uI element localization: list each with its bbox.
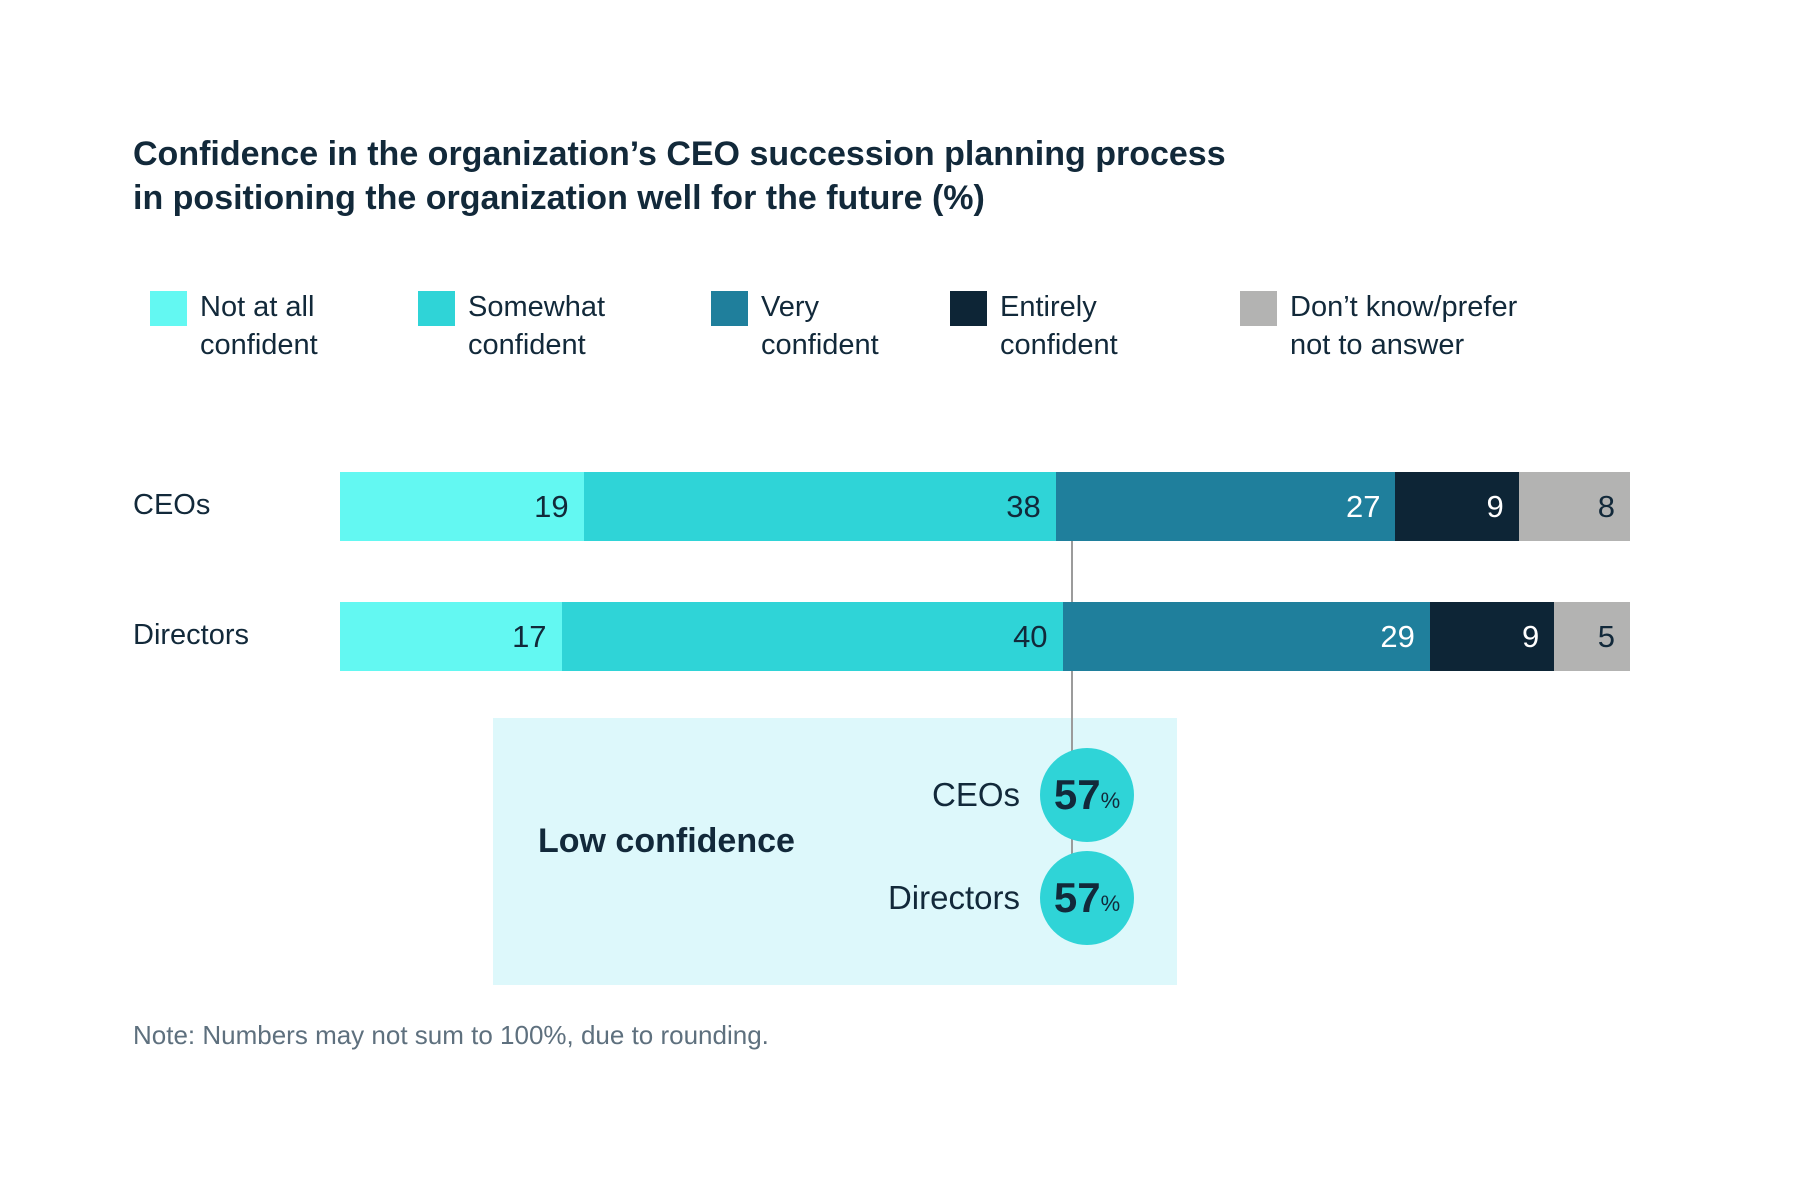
bar-segment-very: 27 [1055, 472, 1396, 541]
legend-item-dont-know: Don’t know/prefer not to answer [1240, 288, 1517, 364]
legend-swatch-icon [950, 291, 987, 326]
connector-line [1071, 541, 1073, 895]
stacked-bar-directors: 17 40 29 9 5 [340, 602, 1630, 671]
callout-directors-label: Directors [887, 879, 1020, 916]
callout-directors-circle: 57 % [1040, 851, 1134, 945]
bar-segment-somewhat: 40 [561, 602, 1063, 671]
bar-segment-entirely: 9 [1429, 602, 1555, 671]
legend-label: Not at all confident [200, 291, 318, 361]
legend-item-entirely: Entirely confident [950, 288, 1118, 364]
legend-swatch-icon [150, 291, 187, 326]
percent-sign: % [1100, 788, 1121, 813]
legend-label: Don’t know/prefer not to answer [1290, 291, 1518, 361]
legend-swatch-icon [711, 291, 748, 326]
chart-title: Confidence in the organization’s CEO suc… [133, 132, 1226, 220]
callout-ceos-circle: 57 % [1040, 748, 1134, 842]
bar-segment-dont-know: 8 [1518, 472, 1630, 541]
callout-ceos-label: CEOs [931, 776, 1020, 813]
bar-segment-entirely: 9 [1395, 472, 1519, 541]
legend-label: Entirely confident [1000, 291, 1118, 361]
callout-ceos-value: 57 [1053, 771, 1101, 818]
low-confidence-label: Low confidence [538, 822, 795, 860]
chart-title-line2: in positioning the organization well for… [133, 179, 985, 217]
legend-item-not-at-all: Not at all confident [150, 288, 318, 364]
legend-label: Somewhat confident [468, 291, 606, 361]
callout-row-directors: Directors 57 % [600, 851, 1134, 945]
callout-row-ceos: CEOs 57 % [600, 748, 1134, 842]
row-label-ceos: CEOs [133, 489, 211, 521]
bar-segment-very: 29 [1062, 602, 1430, 671]
bar-segment-dont-know: 5 [1554, 602, 1630, 671]
footnote: Note: Numbers may not sum to 100%, due t… [133, 1020, 769, 1050]
bar-segment-somewhat: 38 [583, 472, 1056, 541]
legend-label: Very confident [761, 291, 879, 361]
bar-segment-not-at-all: 17 [340, 602, 562, 671]
legend-swatch-icon [418, 291, 455, 326]
chart-title-line1: Confidence in the organization’s CEO suc… [133, 135, 1226, 173]
legend-swatch-icon [1240, 291, 1277, 326]
legend-item-very: Very confident [711, 288, 879, 364]
bar-segment-not-at-all: 19 [340, 472, 584, 541]
callout-directors-value: 57 [1053, 874, 1101, 921]
row-label-directors: Directors [133, 619, 250, 651]
percent-sign: % [1100, 891, 1121, 916]
stacked-bar-ceos: 19 38 27 9 8 [340, 472, 1630, 541]
legend-item-somewhat: Somewhat confident [418, 288, 605, 364]
